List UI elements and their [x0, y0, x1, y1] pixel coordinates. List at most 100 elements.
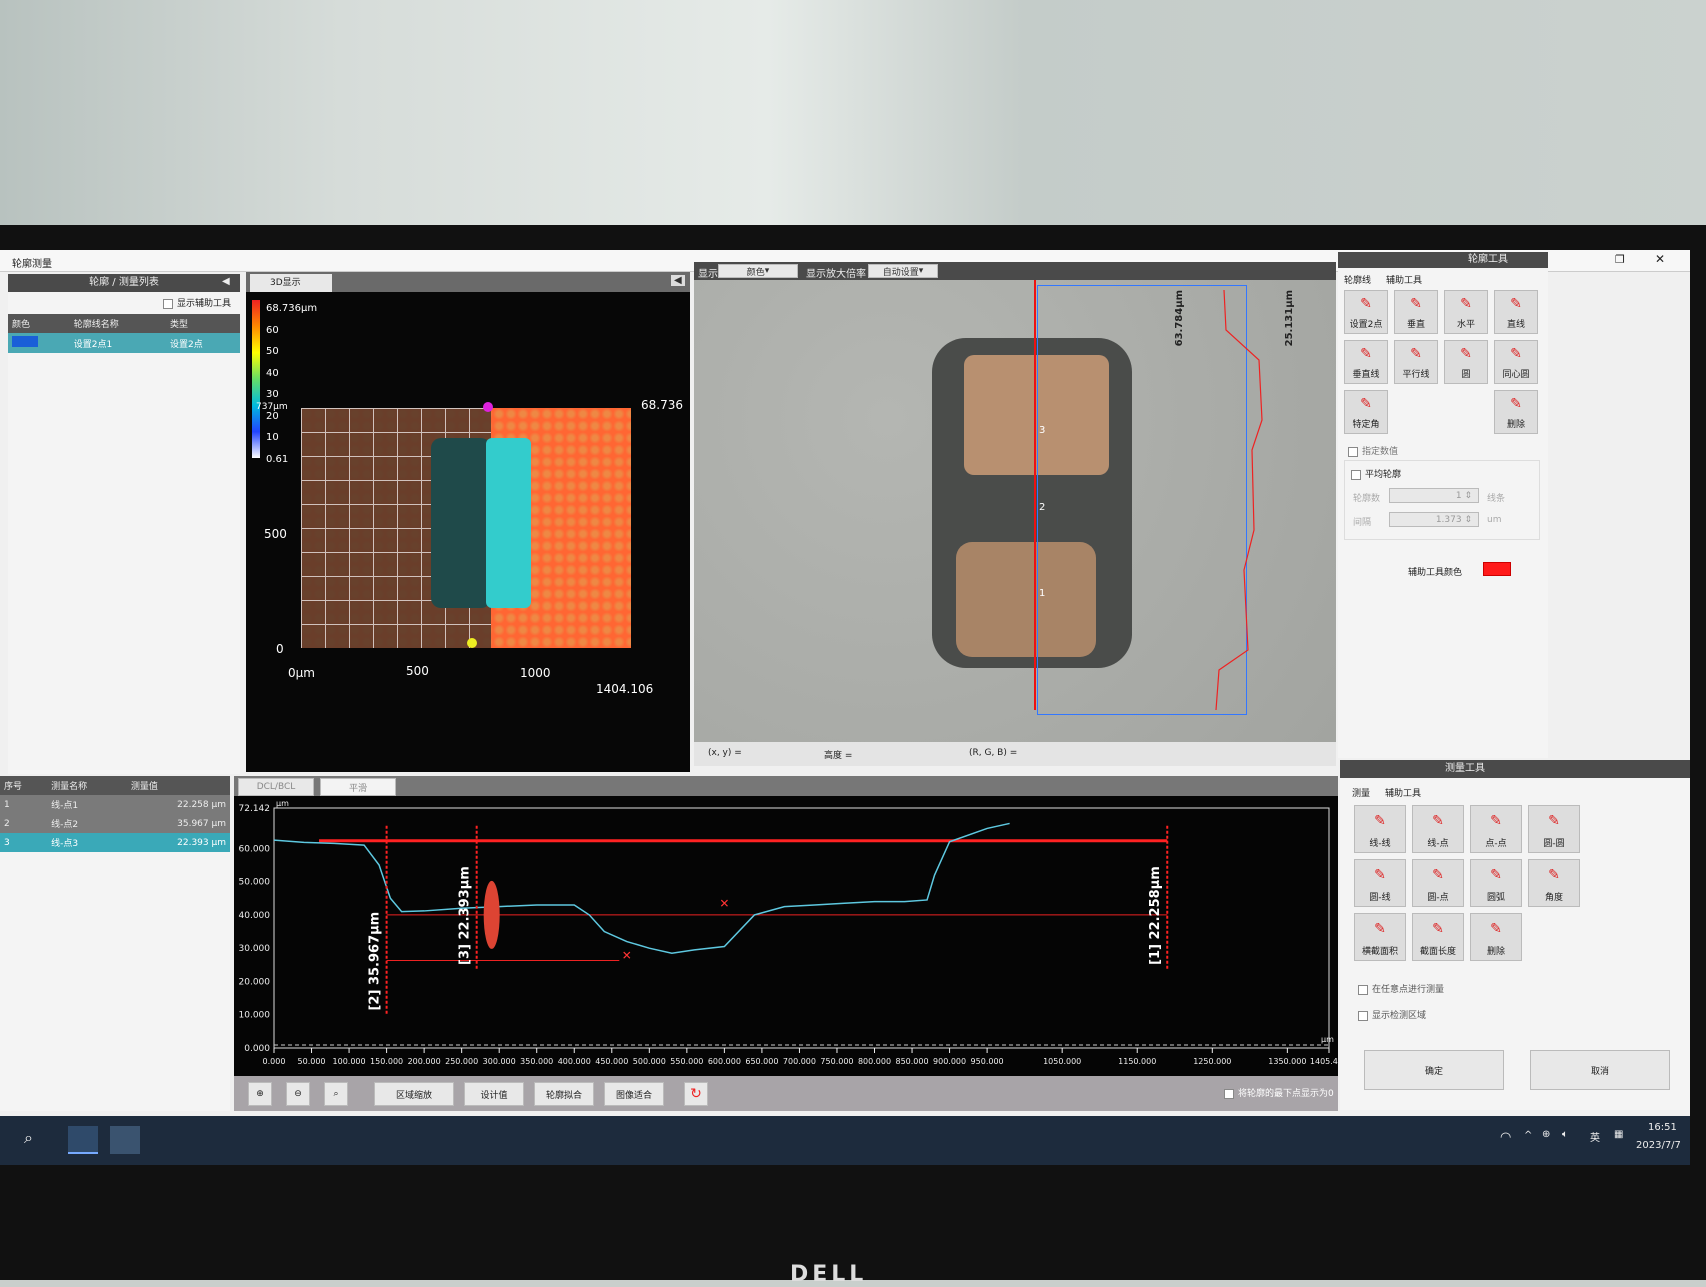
tab-aux-tools[interactable]: 辅助工具 — [1386, 276, 1423, 286]
profile-count-input[interactable]: 1 ⇕ — [1389, 488, 1479, 503]
circle-button[interactable]: ✎ 圆 — [1444, 340, 1488, 384]
measure-row-selected[interactable]: 3 线-点3 22.393 μm — [0, 833, 230, 852]
tab-dcl-bcl[interactable]: DCL/BCL — [238, 778, 314, 796]
globe-icon[interactable]: ⊕ — [1542, 1129, 1551, 1140]
horizontal-button[interactable]: ✎ 水平 — [1444, 290, 1488, 334]
tool-label: 特定角 — [1352, 420, 1380, 430]
measure-row[interactable]: 1 线-点1 22.258 μm — [0, 795, 230, 814]
volume-icon[interactable]: 🔈︎ — [1562, 1129, 1568, 1140]
point-marker: ✕ — [719, 896, 729, 910]
vertical-button[interactable]: ✎ 垂直 — [1394, 290, 1438, 334]
tool-label: 设置2点 — [1349, 320, 1383, 330]
angle-button[interactable]: ✎ 角度 — [1528, 859, 1580, 907]
delete-button[interactable]: ✎ 删除 — [1494, 390, 1538, 434]
search-icon[interactable]: ⌕ — [24, 1128, 33, 1147]
keyboard-icon[interactable]: ▦ — [1614, 1129, 1624, 1140]
line-button[interactable]: ✎ 直线 — [1494, 290, 1538, 334]
chevron-up-icon[interactable]: ^ — [1524, 1130, 1533, 1141]
tab-3d-display[interactable]: 3D显示 — [250, 274, 332, 292]
profile-line[interactable] — [1034, 280, 1036, 710]
zero-bottom-checkbox[interactable]: 将轮廓的最下点显示为0 — [1224, 1086, 1334, 1099]
point-point-button[interactable]: ✎ 点-点 — [1470, 805, 1522, 853]
average-profile-checkbox[interactable]: 平均轮廓 — [1351, 467, 1401, 480]
surface-3d[interactable] — [301, 402, 631, 648]
wifi-icon[interactable]: ◠ — [1500, 1130, 1512, 1145]
zoom-reset-icon[interactable]: ⌕ — [324, 1082, 348, 1106]
collapse-3d-icon[interactable]: ◀ — [671, 275, 685, 286]
profile-fit-button[interactable]: 轮廓拟合 — [534, 1082, 594, 1106]
tab-measure-aux[interactable]: 辅助工具 — [1385, 789, 1422, 799]
show-region-checkbox[interactable]: 显示检测区域 — [1358, 1008, 1426, 1021]
measure-unit: μm — [211, 837, 227, 848]
tool-label: 截面长度 — [1419, 947, 1456, 957]
concentric-button[interactable]: ✎ 同心圆 — [1494, 340, 1538, 384]
show-aux-tools-checkbox[interactable]: 显示辅助工具 — [163, 296, 231, 309]
vertical-icon: ✎ — [1410, 296, 1422, 312]
any-point-checkbox[interactable]: 在任意点进行测量 — [1358, 982, 1444, 995]
zoom-select[interactable]: 自动设置 ▾ — [868, 264, 938, 278]
tool-label: 平行线 — [1402, 370, 1430, 380]
circle-line-button[interactable]: ✎ 圆-线 — [1354, 859, 1406, 907]
x-tick-label: 50.000 — [298, 1057, 326, 1066]
ime-indicator[interactable]: 英 — [1590, 1133, 1600, 1144]
refresh-icon[interactable]: ↻ — [684, 1082, 708, 1106]
image-toolbar: 显示 颜色 ▾ 显示放大倍率 自动设置 ▾ — [694, 262, 1336, 280]
interval-input[interactable]: 1.373 ⇕ — [1389, 512, 1479, 527]
close-icon[interactable]: ✕ — [1655, 252, 1666, 266]
tab-smooth[interactable]: 平滑 — [320, 778, 396, 796]
microscope-image[interactable]: 3 2 1 63.784μm 25.131μm — [694, 280, 1336, 742]
x-tick-label: 1405.479 — [1310, 1057, 1338, 1066]
y-tick-label: 30.000 — [239, 944, 271, 954]
zoom-in-icon[interactable]: ⊕ — [248, 1082, 272, 1106]
measure-unit: μm — [211, 799, 227, 810]
parallel-button[interactable]: ✎ 平行线 — [1394, 340, 1438, 384]
perpendicular-button[interactable]: ✎ 垂直线 — [1344, 340, 1388, 384]
circle-point-icon: ✎ — [1432, 867, 1444, 883]
display-select[interactable]: 颜色 ▾ — [718, 264, 798, 278]
average-profile-group: 平均轮廓 轮廓数 1 ⇕ 线条 间隔 1.373 ⇕ um — [1344, 460, 1540, 540]
measure-row[interactable]: 2 线-点2 35.967 μm — [0, 814, 230, 833]
line-line-button[interactable]: ✎ 线-线 — [1354, 805, 1406, 853]
section-length-button[interactable]: ✎ 截面长度 — [1412, 913, 1464, 961]
collapse-left-icon[interactable]: ◀ — [222, 276, 230, 287]
region-zoom-button[interactable]: 区域缩放 — [374, 1082, 454, 1106]
section-length-icon: ✎ — [1432, 921, 1444, 937]
ok-button[interactable]: 确定 — [1364, 1050, 1504, 1090]
line-point-button[interactable]: ✎ 线-点 — [1412, 805, 1464, 853]
image-fit-button[interactable]: 图像适合 — [604, 1082, 664, 1106]
tool-label: 水平 — [1456, 320, 1475, 330]
taskbar-app-2[interactable] — [110, 1126, 140, 1154]
restore-icon[interactable]: ❐ — [1615, 253, 1625, 266]
clock-time[interactable]: 16:51 — [1648, 1122, 1677, 1133]
specify-value-checkbox[interactable]: 指定数值 — [1348, 444, 1398, 457]
circle-circle-button[interactable]: ✎ 圆-圆 — [1528, 805, 1580, 853]
cancel-button[interactable]: 取消 — [1530, 1050, 1670, 1090]
clock-date[interactable]: 2023/7/7 — [1636, 1140, 1681, 1151]
y-tick-label: 20.000 — [239, 977, 271, 987]
arc-button[interactable]: ✎ 圆弧 — [1470, 859, 1522, 907]
cross-section-area-button[interactable]: ✎ 横截面积 — [1354, 913, 1406, 961]
aux-color-swatch[interactable] — [1483, 562, 1511, 576]
measure-table: 序号 测量名称 测量值 1 线-点1 22.258 μm 2 线-点2 35.967 μ… — [0, 776, 230, 852]
specific-angle-icon: ✎ — [1360, 396, 1372, 412]
measure-list-panel: 序号 测量名称 测量值 1 线-点1 22.258 μm 2 线-点2 35.967 μ… — [0, 776, 230, 1111]
tool-label: 线-点 — [1427, 839, 1449, 849]
contour-row[interactable]: 设置2点1 设置2点 — [8, 333, 240, 353]
set-2-points-button[interactable]: ✎ 设置2点 — [1344, 290, 1388, 334]
tab-contour-line[interactable]: 轮廓线 — [1344, 276, 1372, 286]
zoom-out-icon[interactable]: ⊖ — [286, 1082, 310, 1106]
display-label: 显示 — [698, 269, 718, 280]
y-tick: 500 — [264, 527, 287, 541]
profile-chart[interactable]: 72.142 60.000 50.000 40.000 30.000 20.000 10.0… — [234, 796, 1339, 1076]
zero-bottom-label: 将轮廓的最下点显示为0 — [1238, 1089, 1334, 1099]
y-tick-label: 0.000 — [244, 1044, 270, 1054]
x-tick-label: 450.000 — [595, 1057, 628, 1066]
profile-box — [1037, 285, 1247, 715]
tab-measure[interactable]: 测量 — [1352, 789, 1371, 799]
circle-point-button[interactable]: ✎ 圆-点 — [1412, 859, 1464, 907]
design-value-button[interactable]: 设计值 — [464, 1082, 524, 1106]
specific-angle-button[interactable]: ✎ 特定角 — [1344, 390, 1388, 434]
marker-3: 3 — [1039, 425, 1046, 436]
taskbar-app-measure[interactable] — [68, 1126, 98, 1154]
delete-measure-button[interactable]: ✎ 删除 — [1470, 913, 1522, 961]
